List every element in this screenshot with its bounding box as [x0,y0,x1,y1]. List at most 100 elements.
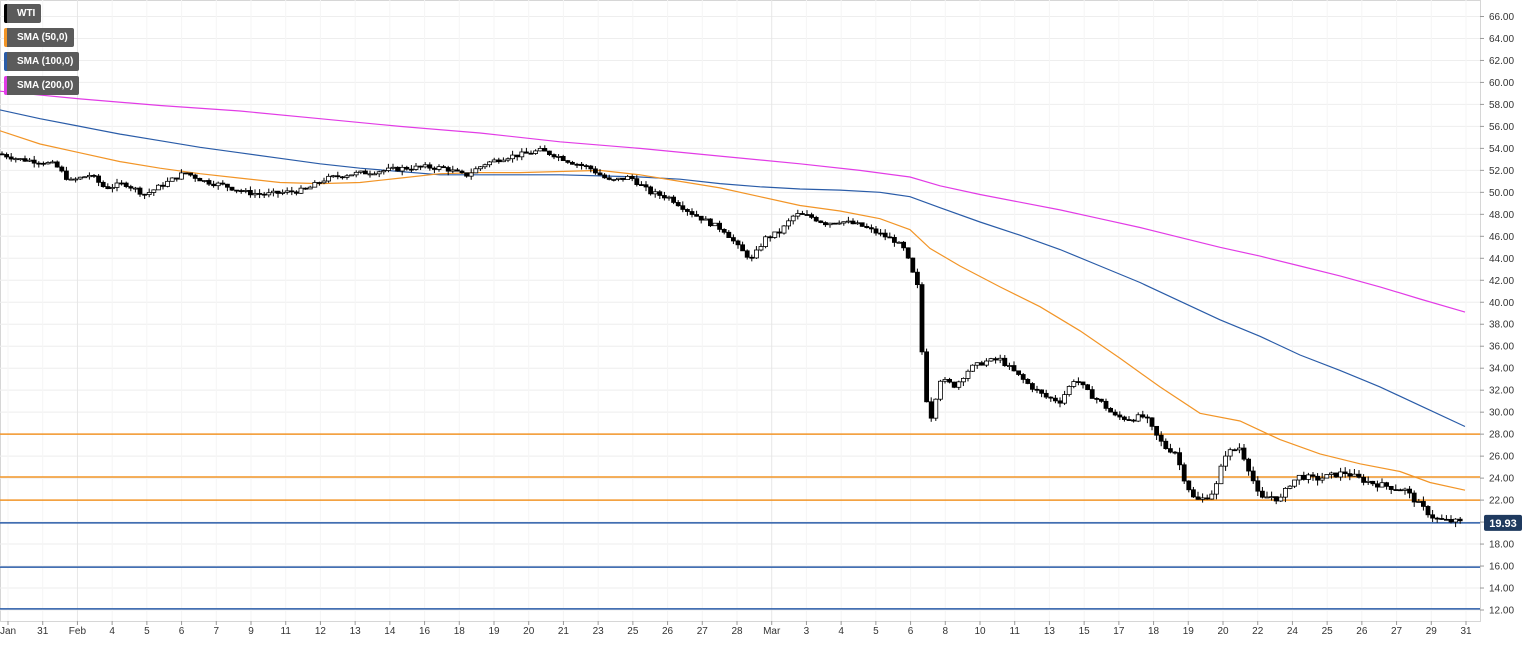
candle-body [1149,417,1155,427]
candle-body [1398,489,1403,492]
candle-body [1048,396,1054,399]
candle-body [1177,452,1182,466]
candle-body [813,216,819,222]
candle-body [698,215,704,221]
x-tick-label: 5 [873,626,879,637]
candle-body [1379,482,1385,488]
candle-body [1135,414,1141,422]
legend-item-sma-50[interactable]: SMA (50,0) [4,28,74,47]
x-tick-label: 13 [350,626,362,637]
candle-body [694,214,699,217]
candle-body [114,182,120,188]
candle-body [1402,488,1408,491]
x-tick-label: 16 [419,626,431,637]
candle-body [192,174,198,179]
y-tick-label: 38.00 [1489,320,1514,331]
candle-body [312,182,318,188]
candle-body [1103,400,1109,409]
candle-body [524,151,529,154]
candles [0,145,1463,528]
candle-body [1356,473,1362,478]
candle-body [96,175,101,183]
candle-body [1448,519,1454,523]
x-tick-label: 15 [1079,626,1091,637]
candle-body [1416,501,1422,503]
candle-body [1361,476,1366,483]
candle-body [712,222,718,227]
y-tick-label: 66.00 [1489,12,1514,23]
candle-body [1223,455,1228,467]
candle-body [1434,517,1440,520]
candle-body [979,362,985,366]
candle-body [183,172,189,175]
candle-body [606,177,612,180]
y-tick-label: 58.00 [1489,100,1514,111]
candle-body [1016,370,1021,375]
candle-body [45,162,51,165]
candle-body [882,232,888,238]
x-tick-label: 18 [1148,626,1160,637]
legend-item-sma-200[interactable]: SMA (200,0) [4,76,80,95]
candle-body [988,358,994,362]
candle-body [616,177,621,180]
legend-item-sma-100[interactable]: SMA (100,0) [4,52,80,71]
candle-body [547,150,552,155]
grid [0,0,1481,622]
candle-body [726,231,732,238]
candle-body [1062,394,1067,404]
y-tick-label: 24.00 [1489,474,1514,485]
candle-body [243,190,249,192]
candle-body [1439,518,1445,520]
candle-body [671,196,676,203]
candle-body [390,166,396,169]
candle-body [961,377,966,383]
candle-body [234,189,240,192]
candle-body [298,187,304,194]
candle-body [303,187,309,190]
candle-body [395,166,401,172]
last-price-badge [1484,514,1522,531]
candle-body [1278,496,1284,502]
candle-body [864,225,870,229]
candle-body [155,184,161,191]
candle-body [859,222,865,227]
y-tick-label: 44.00 [1489,254,1514,265]
candle-body [887,236,893,239]
candle-body [17,158,23,161]
candle-body [441,166,447,169]
candle-body [620,177,626,180]
candle-body [188,172,194,176]
candle-body [464,172,470,177]
candle-body [1108,407,1113,413]
candle-body [1370,480,1376,485]
x-tick-label: 11 [1010,626,1021,637]
candle-body [1264,496,1270,499]
y-tick-label: 52.00 [1489,166,1514,177]
candle-body [1227,449,1233,457]
candle-body [1241,447,1247,460]
candle-body [1112,411,1118,416]
candle-body [1425,506,1431,516]
x-tick-label: 12 [315,626,327,637]
candle-body [974,362,980,366]
candle-body [933,398,939,419]
candle-body [1066,386,1072,395]
candle-body [643,184,649,188]
legend-item-wti[interactable]: WTI [4,4,42,23]
plot-frame [0,0,1481,622]
candle-body [1232,449,1238,452]
candle-body [938,380,943,400]
candle-body [247,190,253,196]
candle-body [965,370,971,379]
candle-body [855,222,860,225]
candle-body [229,186,235,191]
candle-body [924,351,929,403]
candle-body [790,215,796,222]
candle-body [367,173,373,176]
candle-body [137,187,143,195]
candle-body [593,168,598,174]
candle-body [100,181,106,188]
candle-body [1099,398,1104,402]
